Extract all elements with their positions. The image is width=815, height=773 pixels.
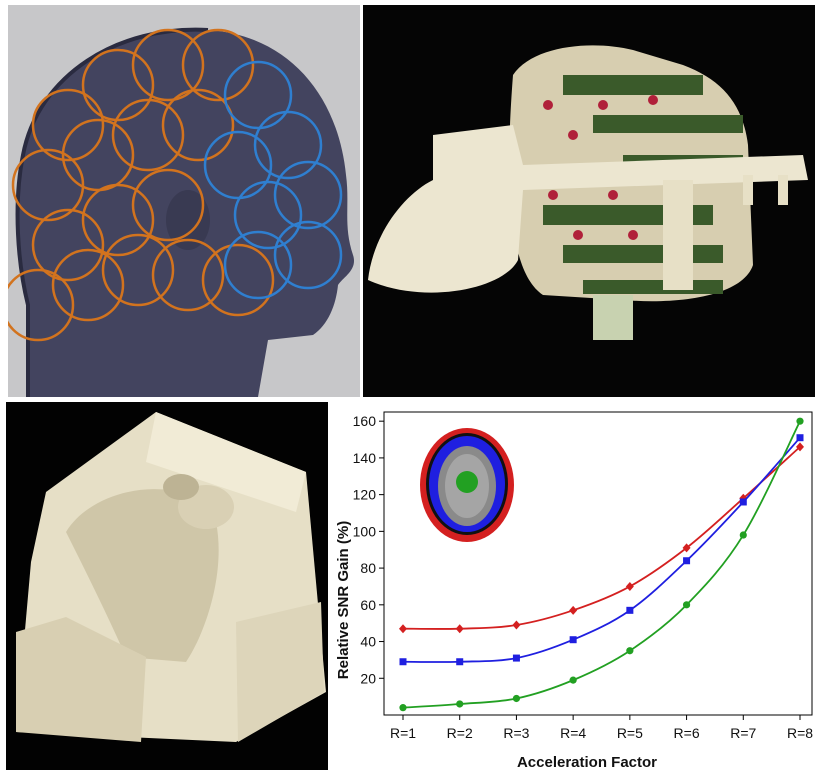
- data-point-series-0: [569, 605, 578, 615]
- data-point-series-0: [512, 620, 521, 630]
- x-tick-label: R=6: [674, 725, 700, 741]
- data-point-series-2: [682, 601, 691, 609]
- y-tick-label: 40: [360, 634, 376, 650]
- y-tick-label: 60: [360, 597, 376, 613]
- snr-gain-chart: 20 40 60 80 100 120 140 160 R=1 R=2 R=3 R=4 R=5 R=6 R=…: [330, 400, 815, 773]
- plot-frame: [383, 411, 813, 716]
- y-tick-label: 80: [360, 560, 376, 576]
- head-coil-array-model-icon: [8, 5, 360, 397]
- coil-former-housing-photo-icon: [6, 402, 328, 770]
- x-tick-label: R=3: [503, 725, 529, 741]
- coil-former-photo: [6, 402, 328, 770]
- x-tick-label: R=5: [617, 725, 643, 741]
- data-point-series-2: [626, 647, 634, 655]
- data-point-series-0: [796, 442, 804, 452]
- data-point-series-1: [796, 434, 804, 442]
- y-tick-label: 100: [353, 523, 377, 539]
- head-coil-model-panel: [8, 5, 360, 397]
- x-tick-label: R=4: [560, 725, 586, 741]
- x-tick-label: R=7: [730, 725, 756, 741]
- y-axis-title: Relative SNR Gain (%): [335, 521, 352, 679]
- head-slice-roi-map-icon: [420, 428, 514, 542]
- data-point-series-1: [569, 636, 577, 644]
- x-tick-label: R=8: [787, 725, 813, 741]
- x-tick-label: R=1: [390, 725, 416, 741]
- data-point-series-2: [512, 694, 521, 703]
- x-axis-title: Acceleration Factor: [517, 754, 657, 771]
- data-point-series-2: [569, 676, 577, 684]
- data-point-series-2: [739, 531, 747, 539]
- data-point-series-1: [456, 658, 464, 666]
- data-point-series-1: [683, 557, 691, 565]
- data-point-series-2: [399, 704, 407, 712]
- y-tick-label: 120: [353, 487, 377, 503]
- data-point-series-1: [512, 654, 520, 662]
- y-tick-label: 160: [353, 413, 377, 429]
- data-point-series-0: [399, 624, 407, 634]
- x-tick-label: R=2: [447, 725, 473, 741]
- data-point-series-1: [399, 658, 407, 666]
- data-point-series-0: [625, 581, 634, 591]
- data-point-series-1: [739, 498, 747, 506]
- data-point-series-2: [796, 417, 804, 425]
- coil-hardware-photo: [363, 5, 815, 397]
- coil-array-hardware-photo-icon: [363, 5, 815, 397]
- chart-canvas: 20 40 60 80 100 120 140 160 R=1 R=2 R=3 R=4 R=5 R=6 R=…: [335, 411, 813, 771]
- data-point-series-1: [626, 606, 634, 614]
- data-point-series-2: [456, 700, 464, 708]
- y-tick-label: 140: [353, 450, 377, 466]
- data-point-series-0: [455, 624, 464, 634]
- y-tick-label: 20: [360, 670, 376, 686]
- data-point-series-0: [682, 543, 691, 553]
